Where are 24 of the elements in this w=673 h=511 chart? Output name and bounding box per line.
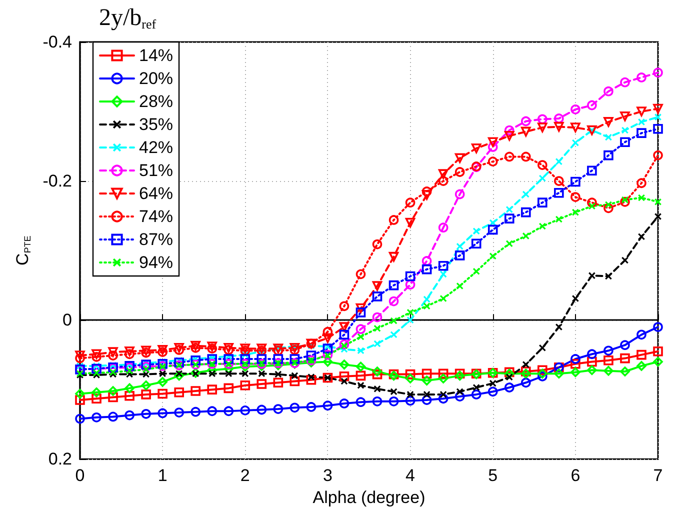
x-tick-label: 2 <box>240 466 250 486</box>
legend-label: 94% <box>139 253 174 272</box>
legend-label: 51% <box>139 161 174 180</box>
x-tick-label: 1 <box>158 466 168 486</box>
x-tick-label: 4 <box>406 466 416 486</box>
legend-label: 35% <box>139 115 174 134</box>
legend-label: 42% <box>139 138 174 157</box>
y-tick-label: -0.4 <box>42 32 72 52</box>
x-tick-label: 0 <box>75 466 85 486</box>
legend-label: 28% <box>139 92 174 111</box>
x-tick-label: 5 <box>488 466 498 486</box>
legend-label: 87% <box>139 230 174 249</box>
legend-label: 14% <box>139 46 174 65</box>
y-tick-label: 0 <box>62 310 72 330</box>
legend-label: 64% <box>139 184 174 203</box>
x-axis-title: Alpha (degree) <box>312 488 426 507</box>
x-tick-label: 6 <box>570 466 580 486</box>
legend-label: 74% <box>139 207 174 226</box>
y-tick-label: -0.2 <box>42 172 72 191</box>
legend-label: 20% <box>139 69 174 88</box>
x-tick-label: 3 <box>322 466 332 486</box>
y-axis-title: CPTE <box>12 236 32 266</box>
y-tick-label: 0.2 <box>48 450 72 469</box>
x-tick-label: 7 <box>653 466 663 486</box>
